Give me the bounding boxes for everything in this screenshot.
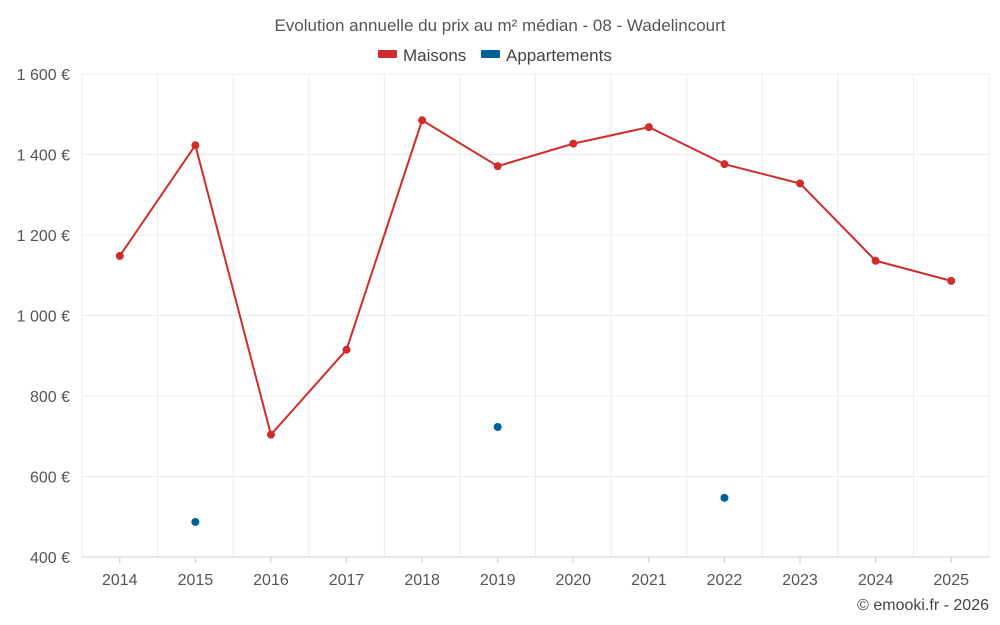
legend-item-appartements[interactable]: Appartements	[481, 46, 612, 65]
x-tick-label: 2024	[858, 572, 894, 589]
credit-text: © emooki.fr - 2026	[857, 597, 989, 614]
x-tick-label: 2021	[631, 572, 667, 589]
data-point-appartements-2015[interactable]	[191, 517, 200, 526]
series-maisons	[115, 116, 956, 439]
x-tick-label: 2017	[329, 572, 365, 589]
y-tick-label: 600 €	[30, 470, 70, 487]
x-tick-label: 2025	[933, 572, 969, 589]
data-point-maisons-2025[interactable]	[947, 276, 956, 285]
x-tick-label: 2022	[707, 572, 743, 589]
legend-label-appartements: Appartements	[506, 46, 612, 65]
y-tick-label: 1 600 €	[17, 67, 70, 84]
data-point-appartements-2019[interactable]	[493, 422, 502, 431]
data-point-maisons-2017[interactable]	[342, 345, 351, 354]
series-line-maisons	[118, 119, 952, 436]
x-tick-label: 2014	[102, 572, 138, 589]
x-tick-label: 2015	[178, 572, 214, 589]
axes: 400 € 600 € 800 € 1 000 € 1 200 € 1 400 € 1 60…	[17, 67, 989, 589]
y-tick-label: 800 €	[30, 389, 70, 406]
y-tick-label: 1 400 €	[17, 148, 70, 165]
legend-item-maisons[interactable]: Maisons	[378, 46, 466, 65]
grid	[81, 73, 990, 557]
data-point-maisons-2016[interactable]	[266, 430, 275, 439]
data-point-maisons-2022[interactable]	[720, 160, 729, 169]
legend-label-maisons: Maisons	[403, 46, 466, 65]
x-tick-label: 2023	[782, 572, 818, 589]
series-appartements	[191, 422, 729, 526]
data-point-maisons-2021[interactable]	[644, 123, 653, 132]
legend: Maisons Appartements	[378, 46, 612, 65]
legend-swatch-appartements	[481, 50, 500, 58]
data-point-maisons-2024[interactable]	[871, 256, 880, 265]
x-tick-label: 2018	[404, 572, 440, 589]
chart-title: Evolution annuelle du prix au m² médian …	[274, 16, 725, 35]
x-tick-label: 2020	[555, 572, 591, 589]
series	[115, 116, 956, 526]
data-point-maisons-2015[interactable]	[191, 141, 200, 150]
data-point-maisons-2023[interactable]	[796, 179, 805, 188]
data-point-maisons-2019[interactable]	[493, 162, 502, 171]
data-point-maisons-2014[interactable]	[115, 251, 124, 260]
y-tick-label: 400 €	[30, 550, 70, 567]
y-tick-label: 1 200 €	[17, 228, 70, 245]
x-tick-label: 2016	[253, 572, 289, 589]
legend-swatch-maisons	[378, 50, 397, 58]
x-tick-label: 2019	[480, 572, 516, 589]
data-point-maisons-2020[interactable]	[569, 139, 578, 148]
data-point-maisons-2018[interactable]	[418, 116, 427, 125]
data-point-appartements-2022[interactable]	[720, 493, 729, 502]
y-tick-label: 1 000 €	[17, 309, 70, 326]
